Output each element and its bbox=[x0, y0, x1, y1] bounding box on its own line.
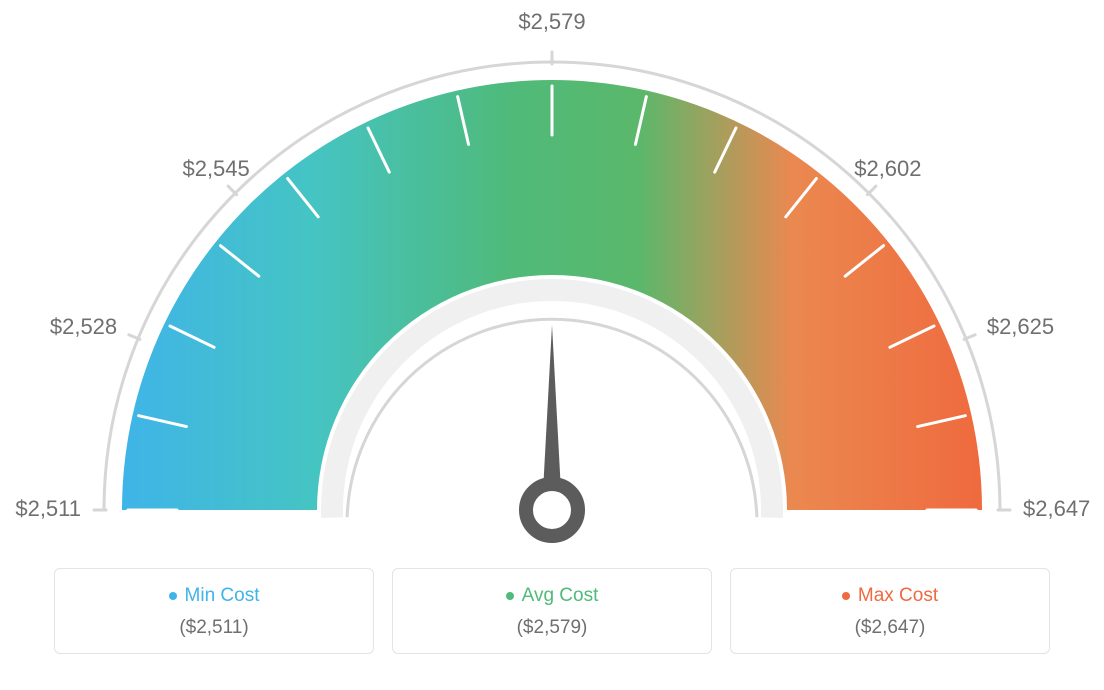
legend-label-row: Min Cost bbox=[67, 585, 361, 607]
legend-dot-min bbox=[169, 592, 177, 600]
legend-value-min: ($2,511) bbox=[67, 617, 361, 639]
legend-label-avg: Avg Cost bbox=[522, 585, 599, 607]
gauge-svg: $2,511 $2,528 $2,545 $2,579 $2,602 $2,625 $2,6… bbox=[0, 0, 1104, 560]
svg-text:$2,511: $2,511 bbox=[15, 496, 81, 521]
legend-row: Min Cost ($2,511) Avg Cost ($2,579) Max … bbox=[0, 568, 1104, 654]
legend-value-max: ($2,647) bbox=[743, 617, 1037, 639]
legend-label-row: Max Cost bbox=[743, 585, 1037, 607]
legend-label-row: Avg Cost bbox=[405, 585, 699, 607]
legend-dot-avg bbox=[506, 592, 514, 600]
legend-label-max: Max Cost bbox=[858, 585, 938, 607]
legend-value-avg: ($2,579) bbox=[405, 617, 699, 639]
legend-card-max: Max Cost ($2,647) bbox=[730, 568, 1050, 654]
svg-text:$2,647: $2,647 bbox=[1023, 496, 1090, 521]
legend-card-min: Min Cost ($2,511) bbox=[54, 568, 374, 654]
svg-text:$2,545: $2,545 bbox=[182, 156, 249, 181]
svg-text:$2,528: $2,528 bbox=[50, 314, 117, 339]
svg-text:$2,602: $2,602 bbox=[854, 156, 921, 181]
legend-label-min: Min Cost bbox=[185, 585, 260, 607]
legend-card-avg: Avg Cost ($2,579) bbox=[392, 568, 712, 654]
gauge-chart: $2,511 $2,528 $2,545 $2,579 $2,602 $2,625 $2,6… bbox=[0, 0, 1104, 560]
legend-dot-max bbox=[842, 592, 850, 600]
svg-text:$2,625: $2,625 bbox=[987, 314, 1054, 339]
svg-text:$2,579: $2,579 bbox=[518, 9, 585, 34]
